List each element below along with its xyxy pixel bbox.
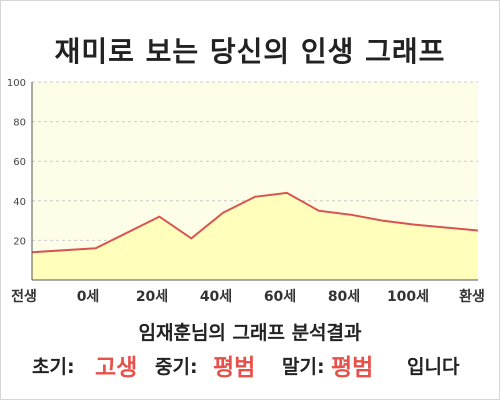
late-label: 말기: bbox=[282, 356, 325, 378]
x-tick-label: 80세 bbox=[328, 289, 360, 305]
x-tick-labels: 전생 0세 20세 40세 60세 80세 100세 환생 bbox=[11, 288, 485, 305]
mid-value: 평범 bbox=[213, 355, 256, 381]
y-tick-labels: 20 40 60 80 100 bbox=[7, 78, 26, 247]
x-tick-label: 100세 bbox=[387, 289, 429, 305]
analysis-caption: 임재훈님의 그래프 분석결과 bbox=[138, 322, 362, 344]
series-line bbox=[31, 191, 479, 254]
y-tick-label: 20 bbox=[13, 236, 26, 247]
x-tick-label: 40세 bbox=[200, 289, 232, 305]
x-tick-label: 60세 bbox=[264, 289, 296, 305]
ending-text: 입니다 bbox=[407, 356, 460, 378]
life-graph-chart: 20 40 60 80 100 전생 0세 20세 40세 60세 80세 100세 환생 bbox=[7, 78, 485, 305]
x-tick-label: 0세 bbox=[77, 289, 100, 305]
late-value: 평범 bbox=[331, 355, 374, 381]
early-value: 고생 bbox=[95, 355, 138, 381]
x-tick-label: 환생 bbox=[459, 288, 485, 305]
area-fill bbox=[32, 192, 478, 280]
y-tick-label: 100 bbox=[7, 78, 26, 89]
chart-title: 재미로 보는 당신의 인생 그래프 bbox=[54, 35, 446, 68]
y-tick-label: 80 bbox=[13, 118, 26, 129]
x-tick-label: 전생 bbox=[11, 288, 37, 305]
y-tick-label: 40 bbox=[13, 197, 26, 208]
early-label: 초기: bbox=[32, 356, 75, 378]
mid-label: 중기: bbox=[155, 356, 198, 378]
x-tick-label: 20세 bbox=[136, 289, 168, 305]
y-tick-label: 60 bbox=[13, 157, 26, 168]
